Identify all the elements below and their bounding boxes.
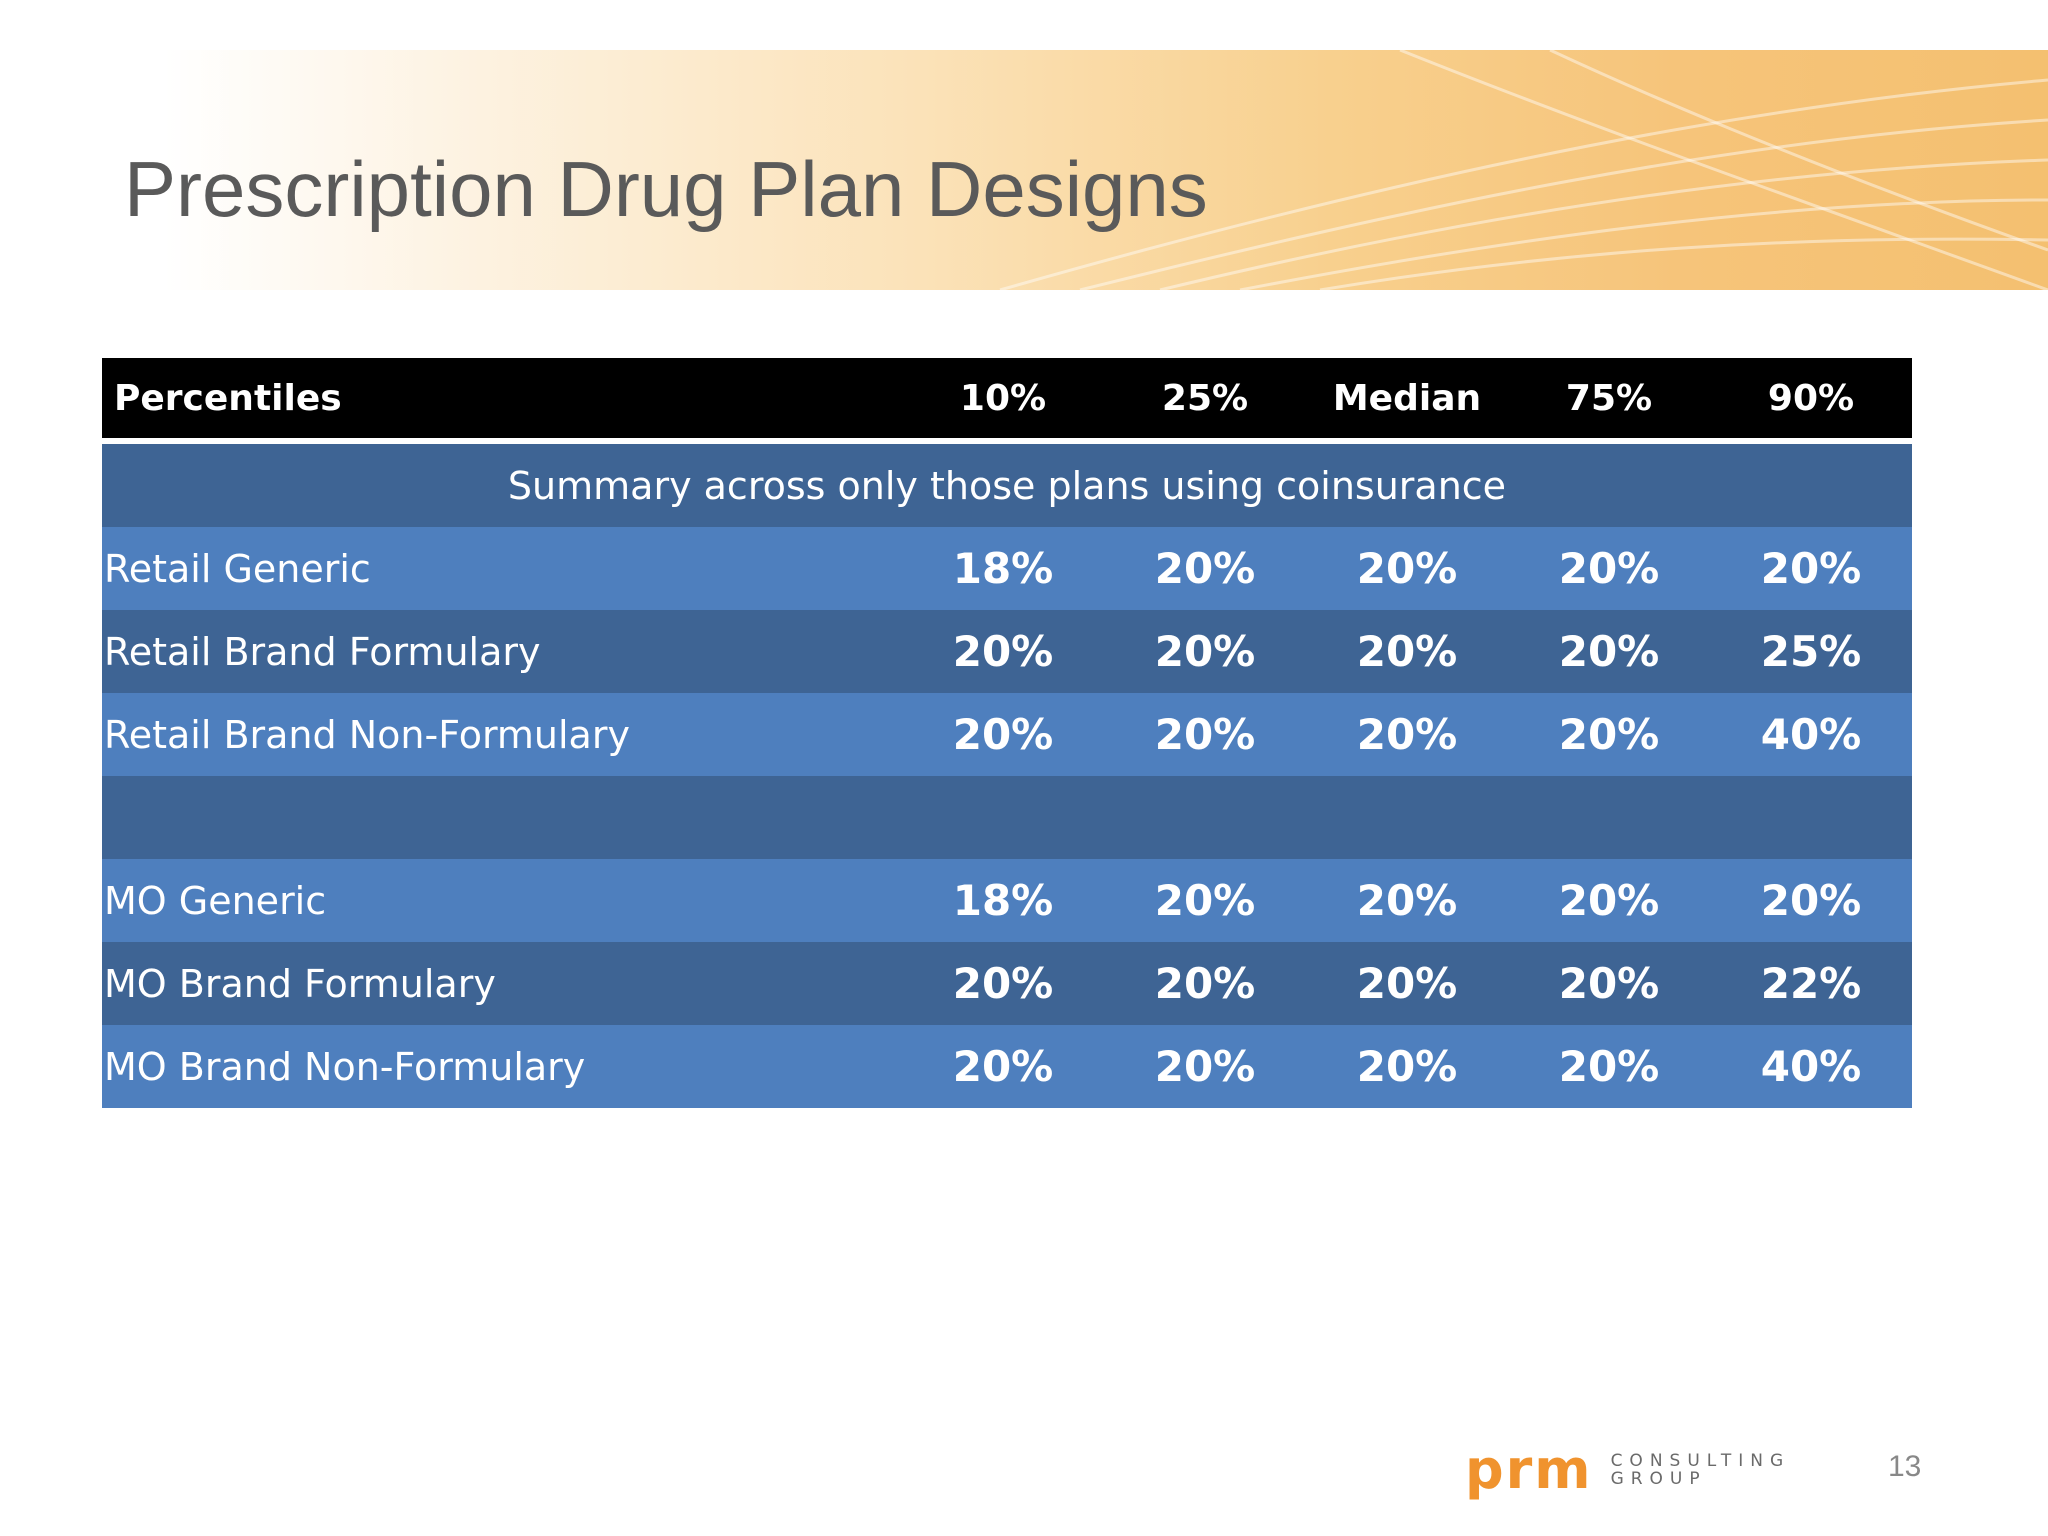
cell-value: 20%	[902, 1025, 1104, 1108]
row-label: MO Brand Formulary	[102, 942, 902, 1025]
cell-value: 20%	[1508, 610, 1710, 693]
row-label: Retail Brand Non-Formulary	[102, 693, 902, 776]
row-separator	[102, 438, 1912, 444]
logo-wordmark: CONSULTING GROUP	[1611, 1452, 1791, 1488]
cell-value: 20%	[1104, 859, 1306, 942]
row-label: Retail Generic	[102, 527, 902, 610]
cell-value: 20%	[1104, 527, 1306, 610]
row-label: MO Generic	[102, 859, 902, 942]
cell-value: 20%	[1306, 610, 1508, 693]
cell-value: 20%	[1104, 942, 1306, 1025]
header-10: 10%	[902, 358, 1104, 438]
cell-value: 20%	[902, 693, 1104, 776]
title-banner	[0, 50, 2048, 290]
header-75: 75%	[1508, 358, 1710, 438]
cell-value: 20%	[1306, 527, 1508, 610]
cell-value: 18%	[902, 859, 1104, 942]
row-label: MO Brand Non-Formulary	[102, 1025, 902, 1108]
table-row: MO Generic 18% 20% 20% 20% 20%	[102, 859, 1912, 942]
cell-value: 20%	[1104, 610, 1306, 693]
table-row: Retail Brand Non-Formulary 20% 20% 20% 2…	[102, 693, 1912, 776]
cell-value: 20%	[1306, 859, 1508, 942]
cell-value: 20%	[1508, 942, 1710, 1025]
cell-value: 25%	[1710, 610, 1912, 693]
cell-value: 20%	[1104, 693, 1306, 776]
cell-value: 20%	[1306, 693, 1508, 776]
summary-row: Summary across only those plans using co…	[102, 444, 1912, 527]
table-row: MO Brand Formulary 20% 20% 20% 20% 22%	[102, 942, 1912, 1025]
cell-value: 20%	[1710, 859, 1912, 942]
page-number: 13	[1888, 1450, 1922, 1483]
summary-text: Summary across only those plans using co…	[102, 444, 1912, 527]
table-header-row: Percentiles 10% 25% Median 75% 90%	[102, 358, 1912, 438]
cell-value: 20%	[1508, 693, 1710, 776]
header-percentiles: Percentiles	[102, 358, 902, 438]
logo-line-group: GROUP	[1610, 1469, 1707, 1489]
cell-value: 20%	[902, 942, 1104, 1025]
spacer-row	[102, 776, 1912, 859]
percentile-table: Percentiles 10% 25% Median 75% 90% Summa…	[102, 358, 1912, 1108]
cell-value: 20%	[1306, 1025, 1508, 1108]
header-median: Median	[1306, 358, 1508, 438]
cell-value: 20%	[1508, 859, 1710, 942]
spacer-cell	[102, 776, 1912, 859]
table-row: Retail Brand Formulary 20% 20% 20% 20% 2…	[102, 610, 1912, 693]
logo-line-consulting: CONSULTING	[1610, 1451, 1791, 1471]
cell-value: 40%	[1710, 693, 1912, 776]
logo-mark: prm	[1465, 1438, 1593, 1501]
cell-value: 20%	[1508, 1025, 1710, 1108]
cell-value: 20%	[902, 610, 1104, 693]
cell-value: 22%	[1710, 942, 1912, 1025]
cell-value: 20%	[1104, 1025, 1306, 1108]
cell-value: 20%	[1710, 527, 1912, 610]
banner-swoosh-decoration	[999, 50, 2048, 290]
cell-value: 20%	[1306, 942, 1508, 1025]
prm-consulting-logo: prm CONSULTING GROUP	[1465, 1440, 1790, 1500]
slide-title: Prescription Drug Plan Designs	[124, 145, 1208, 233]
cell-value: 40%	[1710, 1025, 1912, 1108]
cell-value: 18%	[902, 527, 1104, 610]
table-row: Retail Generic 18% 20% 20% 20% 20%	[102, 527, 1912, 610]
table-row: MO Brand Non-Formulary 20% 20% 20% 20% 4…	[102, 1025, 1912, 1108]
cell-value: 20%	[1508, 527, 1710, 610]
header-25: 25%	[1104, 358, 1306, 438]
row-label: Retail Brand Formulary	[102, 610, 902, 693]
header-90: 90%	[1710, 358, 1912, 438]
